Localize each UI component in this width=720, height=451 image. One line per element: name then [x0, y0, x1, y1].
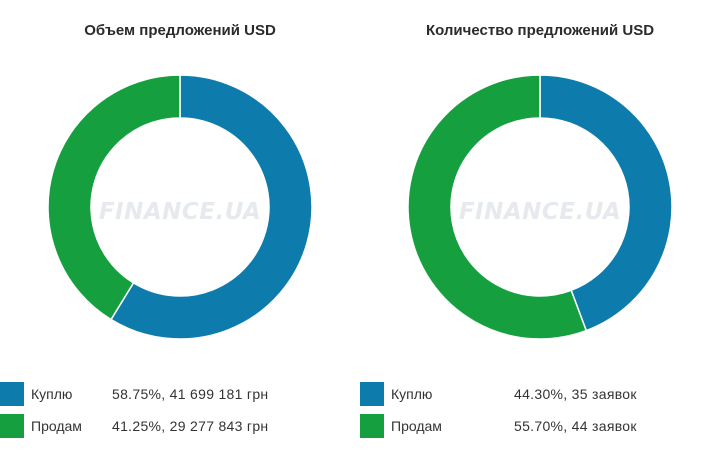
donut-slice-buy[interactable]	[539, 74, 673, 332]
legend-swatch-sell	[360, 414, 384, 438]
legend-item-buy[interactable]: Куплю 58.75%, 41 699 181 грн	[0, 382, 360, 408]
donut-chart-count: FINANCE.UA	[407, 74, 673, 340]
donut-slice-sell[interactable]	[407, 74, 588, 340]
legend-item-sell[interactable]: Продам 55.70%, 44 заявок	[360, 414, 720, 440]
chart-panel-count: Количество предложений USD FINANCE.UA Ку…	[360, 0, 720, 451]
legend-swatch-buy	[360, 382, 384, 406]
watermark-logo: FINANCE.UA	[99, 199, 261, 225]
legend-label: Продам	[31, 418, 82, 434]
chart-title: Объем предложений USD	[84, 22, 276, 39]
legend-item-sell[interactable]: Продам 41.25%, 29 277 843 грн	[0, 414, 360, 440]
legend-value: 58.75%, 41 699 181 грн	[112, 386, 269, 402]
legend-item-buy[interactable]: Куплю 44.30%, 35 заявок	[360, 382, 720, 408]
chart-title: Количество предложений USD	[425, 22, 655, 39]
legend-value: 55.70%, 44 заявок	[514, 418, 637, 434]
legend-label: Продам	[391, 418, 442, 434]
donut-slice-buy[interactable]	[109, 74, 313, 340]
watermark-logo: FINANCE.UA	[459, 199, 621, 225]
legend-label: Куплю	[391, 386, 433, 402]
legend-swatch-sell	[0, 414, 24, 438]
donut-slice-sell[interactable]	[47, 74, 181, 321]
legend-label: Куплю	[31, 386, 73, 402]
chart-panel-volume: Объем предложений USD FINANCE.UA Куплю 5…	[0, 22, 360, 440]
legend-swatch-buy	[0, 382, 24, 406]
donut-chart-volume: FINANCE.UA	[47, 74, 313, 340]
legend-value: 44.30%, 35 заявок	[514, 386, 637, 402]
legend-value: 41.25%, 29 277 843 грн	[112, 418, 269, 434]
